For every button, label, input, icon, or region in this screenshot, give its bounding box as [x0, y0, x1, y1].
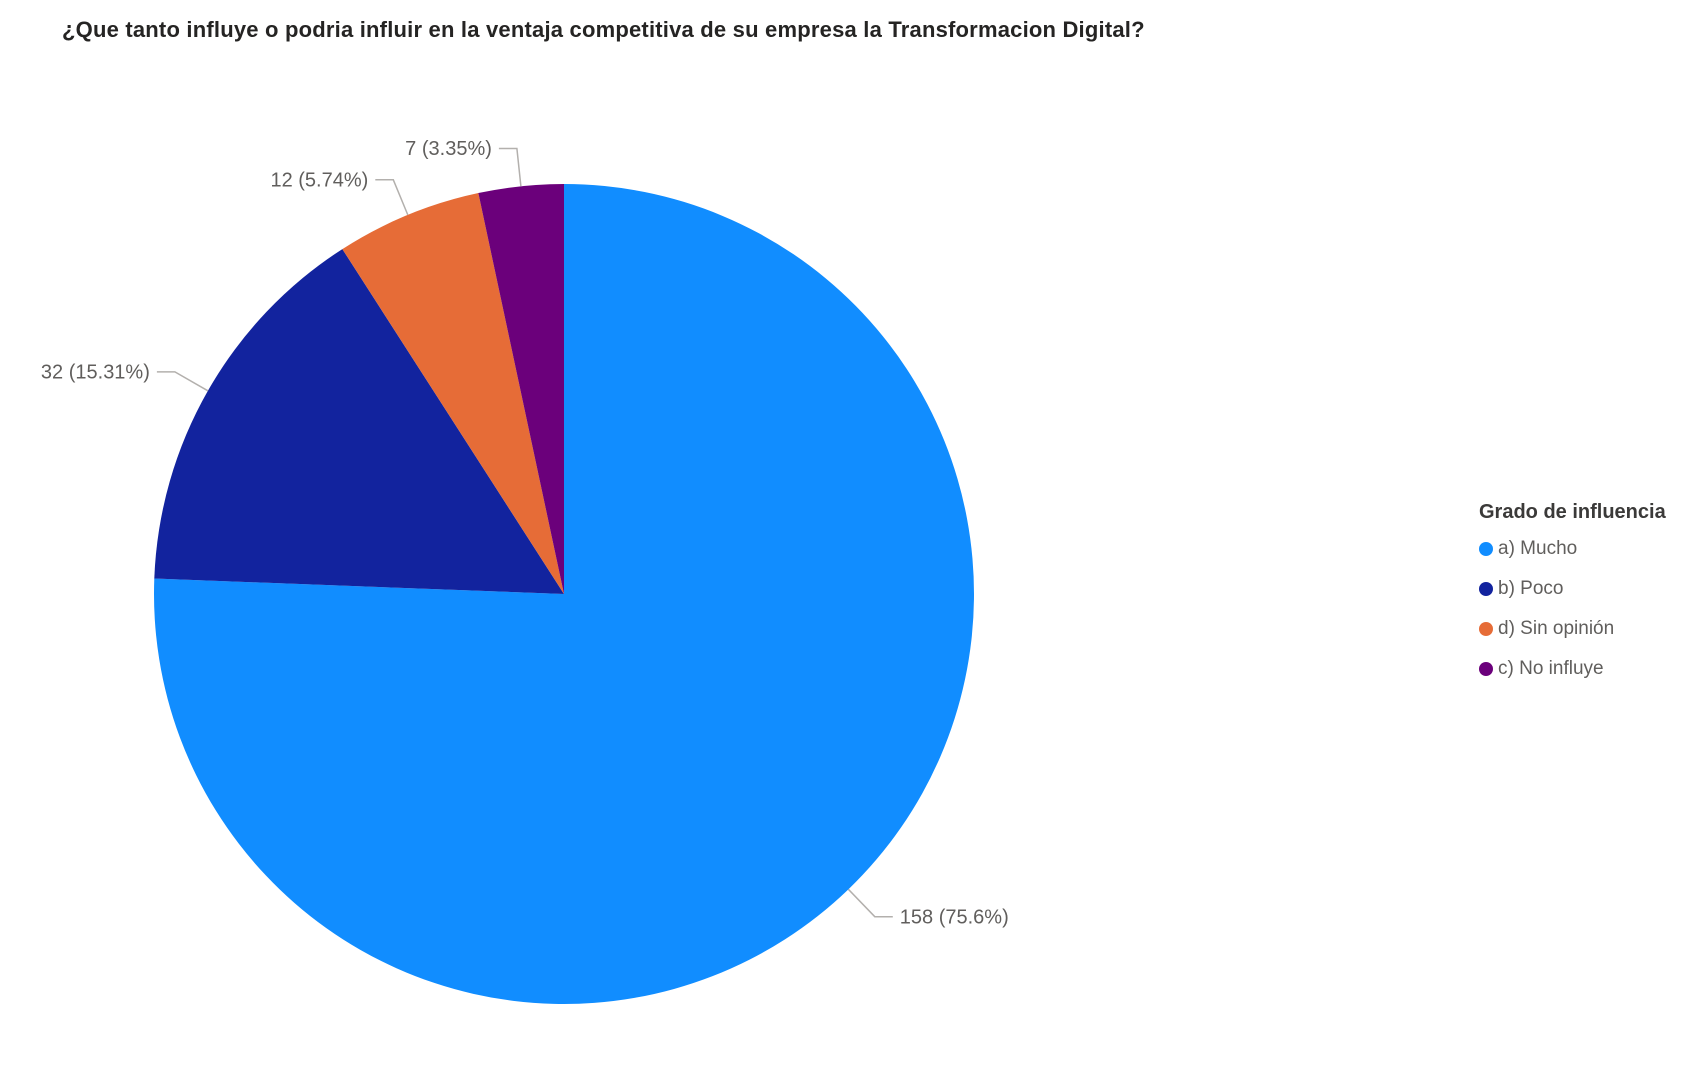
pie-slice-c-no-influye[interactable] [478, 184, 564, 594]
pie-slice-b-poco[interactable] [154, 249, 565, 594]
legend-item-label: b) Poco [1498, 578, 1564, 599]
legend-item-a-mucho[interactable]: a) Mucho [1479, 529, 1694, 569]
data-label: 32 (15.31%) [41, 362, 150, 384]
legend-color-dot [1479, 662, 1493, 676]
legend-items: a) Mucho b) Poco d) Sin opinión c) No influ… [1479, 529, 1694, 689]
legend-color-dot [1479, 582, 1493, 596]
legend-title: Grado de influencia [1479, 501, 1666, 523]
legend-item-label: a) Mucho [1498, 538, 1578, 559]
legend-item-label: c) No influye [1498, 658, 1604, 679]
legend-color-dot [1479, 622, 1493, 636]
legend: Grado de influencia a) Mucho b) Poco d) Si… [1479, 501, 1694, 689]
chart-title: ¿Que tanto influye o podria influir en l… [62, 17, 1145, 42]
data-label: 12 (5.74%) [270, 169, 368, 191]
legend-item-label: d) Sin opinión [1498, 618, 1615, 639]
pie-slice-d-sin-opinion[interactable] [342, 193, 564, 595]
legend-item-c-no-influye[interactable]: c) No influye [1479, 649, 1694, 689]
legend-item-b-poco[interactable]: b) Poco [1479, 569, 1694, 609]
data-label: 158 (75.6%) [900, 906, 1009, 928]
data-label: 7 (3.35%) [405, 138, 492, 160]
legend-item-d-sin-opinion[interactable]: d) Sin opinión [1479, 609, 1694, 649]
leader-line [375, 179, 409, 216]
legend-color-dot [1479, 542, 1493, 556]
leader-line [156, 371, 209, 392]
leader-line [847, 888, 893, 918]
pie-slice-a-mucho[interactable] [153, 184, 974, 1005]
leader-line [498, 147, 522, 187]
